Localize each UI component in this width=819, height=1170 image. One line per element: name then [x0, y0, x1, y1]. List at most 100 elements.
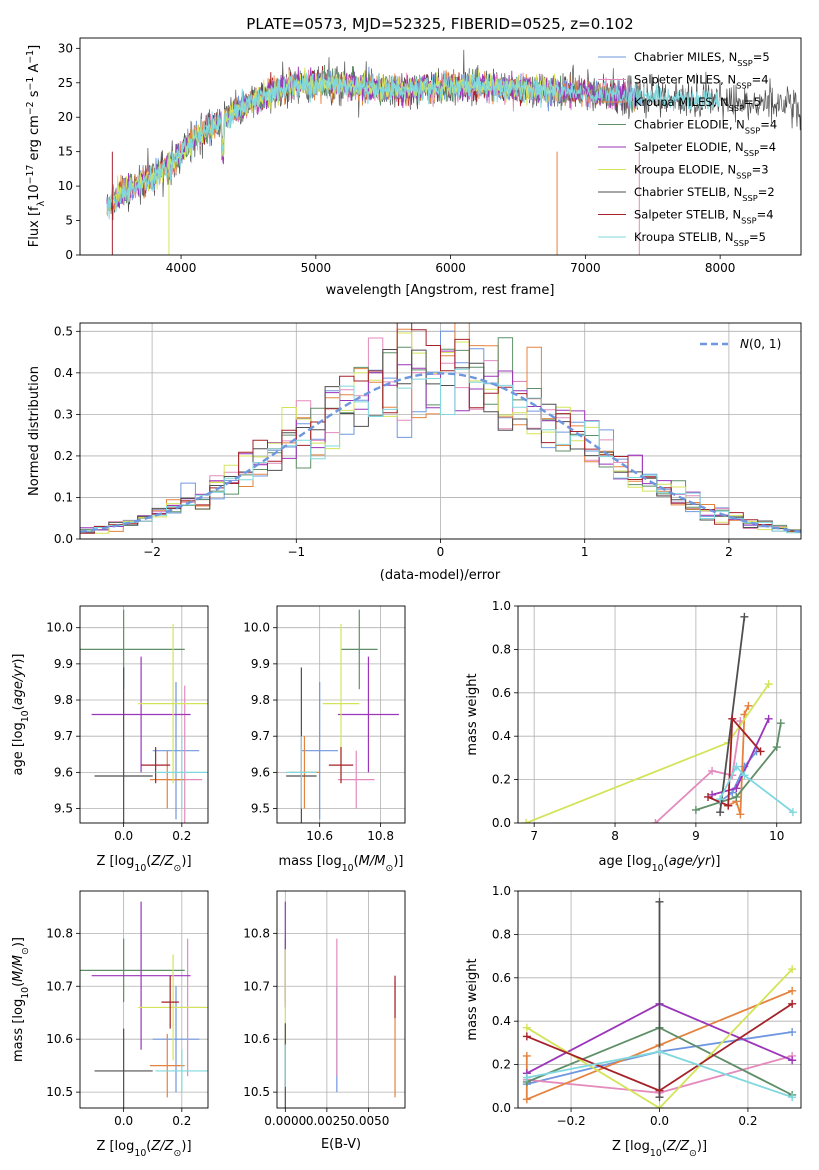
- x-tick-label: 0.2: [738, 1114, 757, 1128]
- axes-frame: [79, 890, 209, 1109]
- axes: 0.0000 0.0025 0.0050 10.5 10.6 10.7 10.8 E(B-V): [243, 890, 406, 1152]
- y-tick-label: 0.6: [492, 971, 511, 985]
- y-tick-label: 10.6: [243, 1032, 270, 1046]
- series-line: [522, 999, 797, 1095]
- series-marker: [740, 771, 749, 780]
- histogram-step: [80, 368, 801, 534]
- x-tick-label: 2: [725, 545, 733, 559]
- y-tick-label: 0.8: [492, 642, 511, 656]
- y-tick-label: 9.5: [251, 802, 270, 816]
- x-axis-label: mass [log10(M/M⊙)]: [279, 854, 404, 874]
- series-marker: [522, 819, 531, 823]
- series-line: [704, 714, 765, 810]
- axes-frame: [517, 605, 802, 824]
- normal-curve: [80, 372, 801, 533]
- y-tick-label: 1.0: [492, 599, 511, 613]
- errorbar-point: [155, 736, 208, 809]
- x-axis-label: (data-model)/error: [380, 568, 501, 583]
- series-marker: [708, 790, 717, 799]
- axes-frame: [79, 605, 209, 824]
- series-path: [707, 716, 762, 807]
- y-tick-label: 0.4: [492, 729, 511, 743]
- series-line: [708, 714, 773, 799]
- legend-entry: Chabrier STELIB, NSSP=2: [634, 185, 775, 203]
- errorbar-point: [91, 656, 191, 773]
- y-tick-label: 0.4: [492, 1014, 511, 1028]
- series-line: [691, 719, 785, 814]
- y-tick-label: 1.0: [492, 884, 511, 898]
- y-tick-label: 10.8: [46, 926, 73, 940]
- y-tick-label: 30: [58, 41, 73, 55]
- y-tick-label: 0.2: [492, 773, 511, 787]
- axes-frame: [276, 605, 406, 824]
- series-line: [716, 762, 797, 817]
- series-marker: [728, 714, 737, 723]
- x-tick-label: 0.0025: [306, 1114, 348, 1128]
- series-marker: [522, 1051, 531, 1060]
- series-marker: [522, 1073, 531, 1082]
- x-axis-label: age [log10(age/yr)]: [598, 854, 720, 874]
- legend-entry: N(0, 1): [740, 337, 781, 351]
- y-tick-label: 10.7: [243, 979, 270, 993]
- y-axis-label: age [log10(age/yr)]: [11, 653, 31, 775]
- plot-area: [80, 609, 208, 823]
- y-tick-label: 10: [58, 179, 73, 193]
- series-marker: [651, 819, 660, 823]
- axes: 7 8 9 10 0.0 0.2 0.4 0.6 0.8 1.0 age [log10(age/yr…: [465, 599, 802, 874]
- errorbar-point: [138, 954, 208, 1061]
- errorbar-point: [91, 901, 191, 1050]
- legend-entry: Kroupa STELIB, NSSP=5: [634, 230, 766, 248]
- series-marker: [708, 766, 717, 775]
- x-tick-label: 8: [611, 829, 619, 843]
- series-marker: [655, 1047, 664, 1056]
- series-marker: [522, 1095, 531, 1104]
- legend-entry: Kroupa MILES, NSSP=5: [634, 95, 761, 113]
- y-axis-label: Flux [fλ10−17 erg cm−2 s−1 A−1]: [25, 45, 47, 247]
- series-path: [719, 616, 746, 813]
- y-tick-label: 10.5: [243, 1085, 270, 1099]
- legend-entry: Chabrier MILES, NSSP=5: [634, 50, 770, 68]
- legend: Chabrier MILES, NSSP=5 Salpeter MILES, NS…: [598, 50, 777, 248]
- x-axis-label: E(B-V): [321, 1137, 361, 1152]
- series-marker: [655, 1086, 664, 1095]
- series-marker: [788, 965, 797, 974]
- errorbar-point: [94, 1028, 153, 1108]
- legend-entry: Kroupa ELODIE, NSSP=3: [634, 163, 769, 181]
- y-tick-label: 0.8: [492, 927, 511, 941]
- series-marker: [772, 743, 781, 752]
- errorbar-point: [301, 681, 338, 820]
- errorbar-point: [152, 986, 200, 1093]
- plot-area: [80, 323, 801, 536]
- x-tick-label: 0.0: [114, 829, 133, 843]
- y-tick-label: 10.6: [46, 1032, 73, 1046]
- series-marker: [732, 792, 741, 801]
- chart-title: PLATE=0573, MJD=52325, FIBERID=0525, z=0…: [246, 15, 633, 33]
- x-axis-label: Z [log10(Z/Z⊙)]: [612, 1139, 707, 1159]
- x-tick-label: 0.0050: [347, 1114, 389, 1128]
- legend: N(0, 1): [700, 337, 781, 351]
- y-tick-label: 0.2: [54, 449, 73, 463]
- plot-area: [106, 49, 801, 255]
- legend-entry: Chabrier ELODIE, NSSP=4: [634, 118, 777, 136]
- errorbar-point: [138, 624, 208, 784]
- errorbar-point: [161, 975, 179, 1029]
- series-marker: [655, 897, 664, 906]
- y-tick-label: 0.4: [54, 366, 73, 380]
- x-tick-label: 8000: [705, 261, 736, 275]
- series-marker: [788, 1093, 797, 1102]
- series-line: [522, 1047, 797, 1102]
- series-path: [695, 723, 782, 811]
- y-tick-label: 9.5: [54, 802, 73, 816]
- axes: −0.2 0.0 0.2 0.0 0.2 0.4 0.6 0.8 1.0 Z [log10(Z/Z…: [465, 884, 802, 1159]
- errorbar-point: [286, 736, 317, 809]
- axes-frame: [276, 890, 406, 1109]
- y-tick-label: 9.6: [54, 765, 73, 779]
- x-tick-label: 0.0000: [264, 1114, 306, 1128]
- series-marker: [788, 999, 797, 1008]
- x-tick-label: 0.2: [172, 829, 191, 843]
- x-tick-label: 5000: [301, 261, 332, 275]
- y-tick-label: 0.5: [54, 324, 73, 338]
- axes-frame: [79, 37, 802, 256]
- plot-area: [286, 609, 399, 823]
